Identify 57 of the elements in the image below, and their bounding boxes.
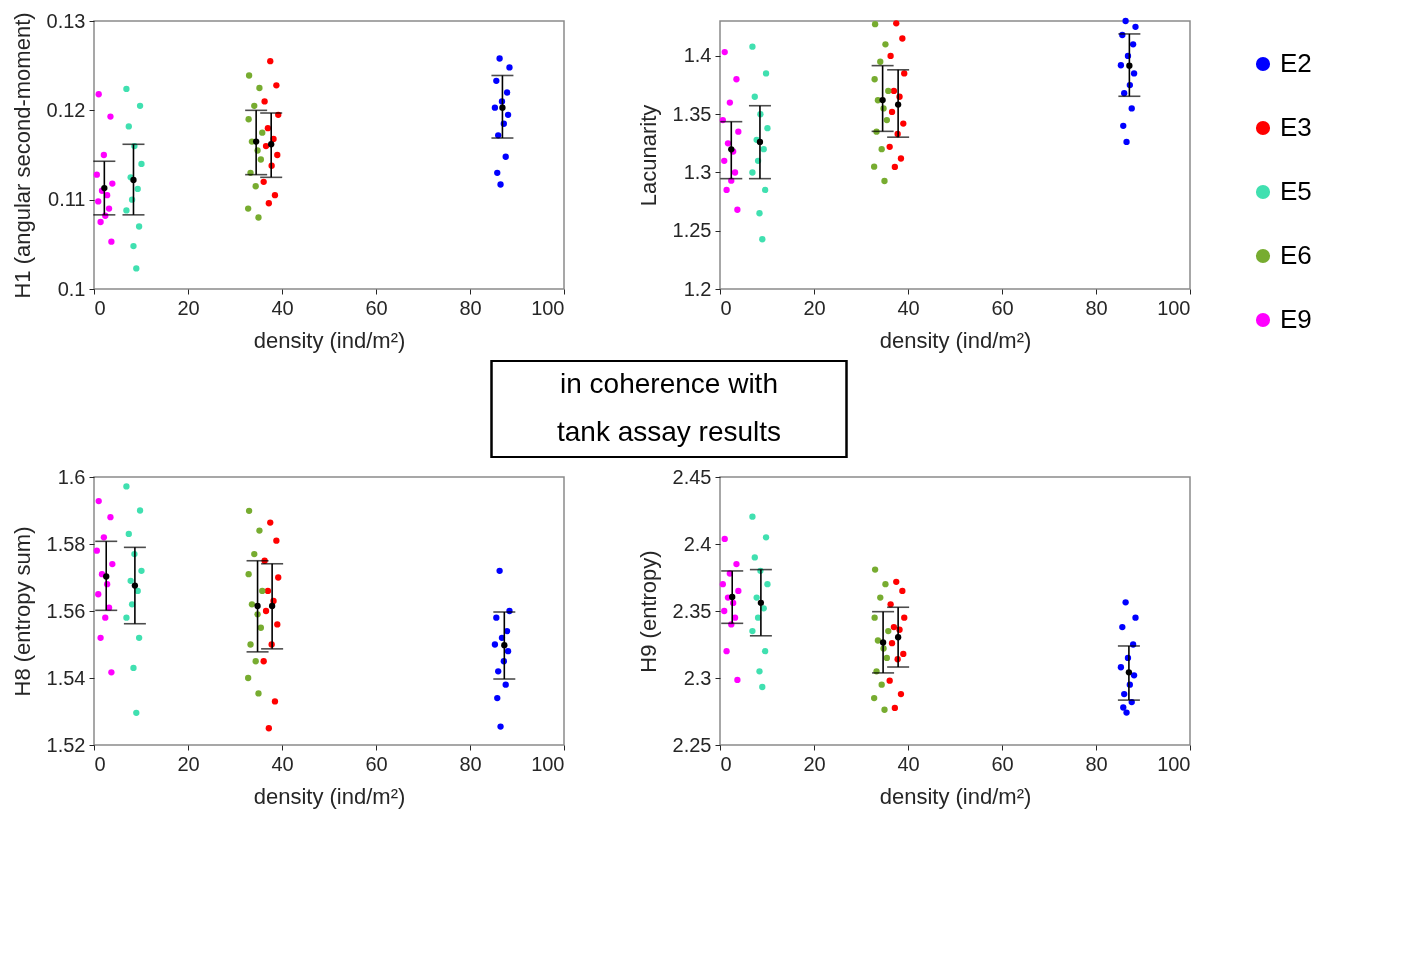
y-axis-title: H8 (entropy sum) [9,526,35,697]
x-tick-label: 0 [720,752,732,775]
x-tick-label: 100 [531,296,565,319]
legend-label: E5 [1280,176,1312,206]
x-tick-label: 40 [897,296,920,319]
x-tick-label: 80 [459,752,482,775]
y-tick-label: 0.13 [46,9,86,32]
y-tick-label: 2.4 [683,532,712,555]
x-tick-label: 20 [177,296,200,319]
y-tick-label: 2.45 [672,465,712,488]
x-tick-label: 0 [94,296,106,319]
x-tick-label: 20 [803,752,826,775]
x-tick-label: 60 [991,296,1014,319]
x-tick-label: 80 [459,296,482,319]
y-tick-label: 1.52 [46,733,86,756]
y-tick-label: 0.1 [57,277,86,300]
x-tick-label: 100 [531,752,565,775]
x-tick-label: 60 [991,752,1014,775]
y-axis-title: H1 (angular second-moment) [9,12,35,299]
y-tick-label: 0.11 [48,188,86,211]
y-tick-label: 1.4 [683,44,712,67]
x-tick-label: 0 [720,296,732,319]
legend-label: E6 [1280,240,1312,270]
legend-label: E2 [1280,48,1312,78]
y-tick-label: 1.58 [46,532,86,555]
x-axis-title: density (ind/m²) [879,327,1032,353]
y-tick-label: 1.2 [683,277,712,300]
y-axis-title: Lacunarity [635,104,661,207]
x-axis-title: density (ind/m²) [879,783,1032,809]
x-tick-label: 80 [1085,296,1108,319]
x-tick-label: 40 [897,752,920,775]
x-axis-title: density (ind/m²) [253,327,406,353]
x-tick-label: 0 [94,752,106,775]
y-tick-label: 2.25 [672,733,712,756]
x-tick-label: 20 [177,752,200,775]
y-axis-title: H9 (entropy) [635,550,661,673]
x-tick-label: 20 [803,296,826,319]
x-tick-label: 40 [271,752,294,775]
y-tick-label: 1.56 [46,599,86,622]
y-tick-label: 1.3 [683,160,712,183]
y-tick-label: 2.3 [683,666,712,689]
y-tick-label: 2.35 [672,599,712,622]
y-tick-label: 1.54 [46,666,86,689]
legend-label: E3 [1280,112,1312,142]
x-tick-label: 100 [1157,752,1191,775]
x-tick-label: 60 [365,296,388,319]
y-tick-label: 1.35 [672,102,712,125]
x-tick-label: 100 [1157,296,1191,319]
y-tick-label: 0.12 [46,98,86,121]
y-tick-label: 1.6 [57,465,86,488]
y-tick-label: 1.25 [672,219,712,242]
x-tick-label: 40 [271,296,294,319]
legend-label: E9 [1280,304,1312,334]
x-tick-label: 60 [365,752,388,775]
x-axis-title: density (ind/m²) [253,783,406,809]
x-tick-label: 80 [1085,752,1108,775]
text: in coherence with tank assay results [556,368,782,447]
